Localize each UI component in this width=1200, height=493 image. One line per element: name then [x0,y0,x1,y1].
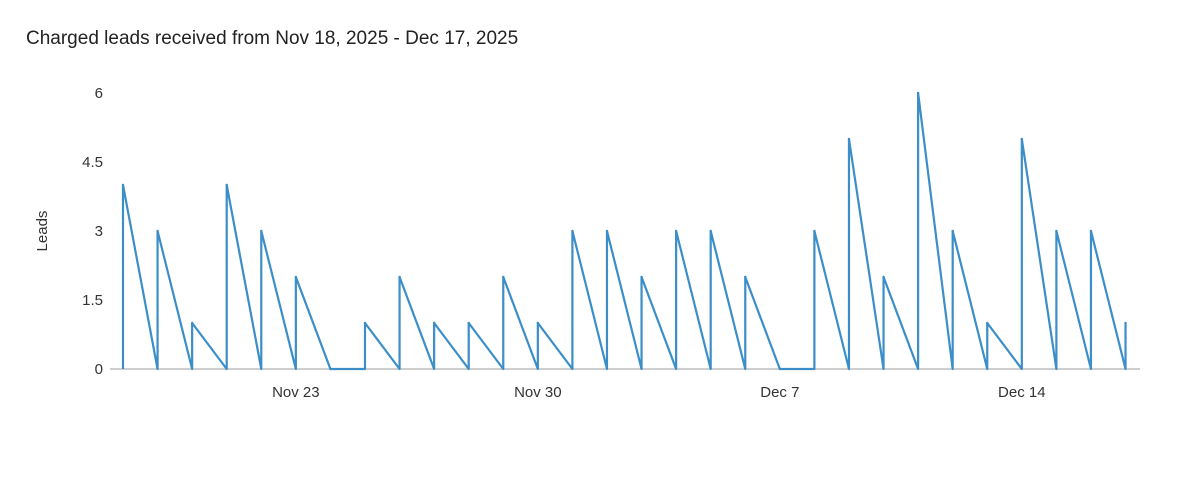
data-point [1020,137,1024,141]
data-point [1055,229,1058,233]
data-point [882,275,885,279]
data-point [986,321,989,325]
data-point [329,367,332,371]
data-point [398,275,401,279]
data-point [1124,321,1127,325]
data-point [121,183,125,187]
y-tick-label: 4.5 [82,154,103,171]
chart-title: Charged leads received from Nov 18, 2025… [26,28,519,49]
data-point [190,321,194,325]
data-point [778,367,782,371]
y-tick-label: 1.5 [82,292,103,309]
series-line [121,91,1127,371]
x-tick-label: Nov 23 [272,384,320,401]
data-point [363,321,367,325]
x-tick-label: Nov 30 [514,384,562,401]
data-point [847,137,851,141]
data-point [709,229,712,233]
x-tick-label: Dec 14 [998,384,1046,401]
data-point [813,229,816,233]
x-tick-label: Dec 7 [760,384,799,401]
data-point [1089,229,1093,233]
y-tick-label: 6 [95,85,103,102]
data-point [467,321,470,325]
data-point [502,275,505,279]
y-tick-label: 3 [95,223,103,240]
data-point [640,275,643,279]
data-point [156,229,159,233]
data-point [674,229,678,233]
data-point [605,229,609,233]
data-point [260,229,263,233]
data-point [432,321,436,325]
data-point [916,91,920,95]
data-point [225,183,228,187]
data-point [571,229,574,233]
y-tick-label: 0 [95,361,103,378]
y-axis-label: Leads [34,211,51,252]
data-point [744,275,747,279]
data-point [294,275,298,279]
data-point [951,229,954,233]
data-point [536,321,540,325]
